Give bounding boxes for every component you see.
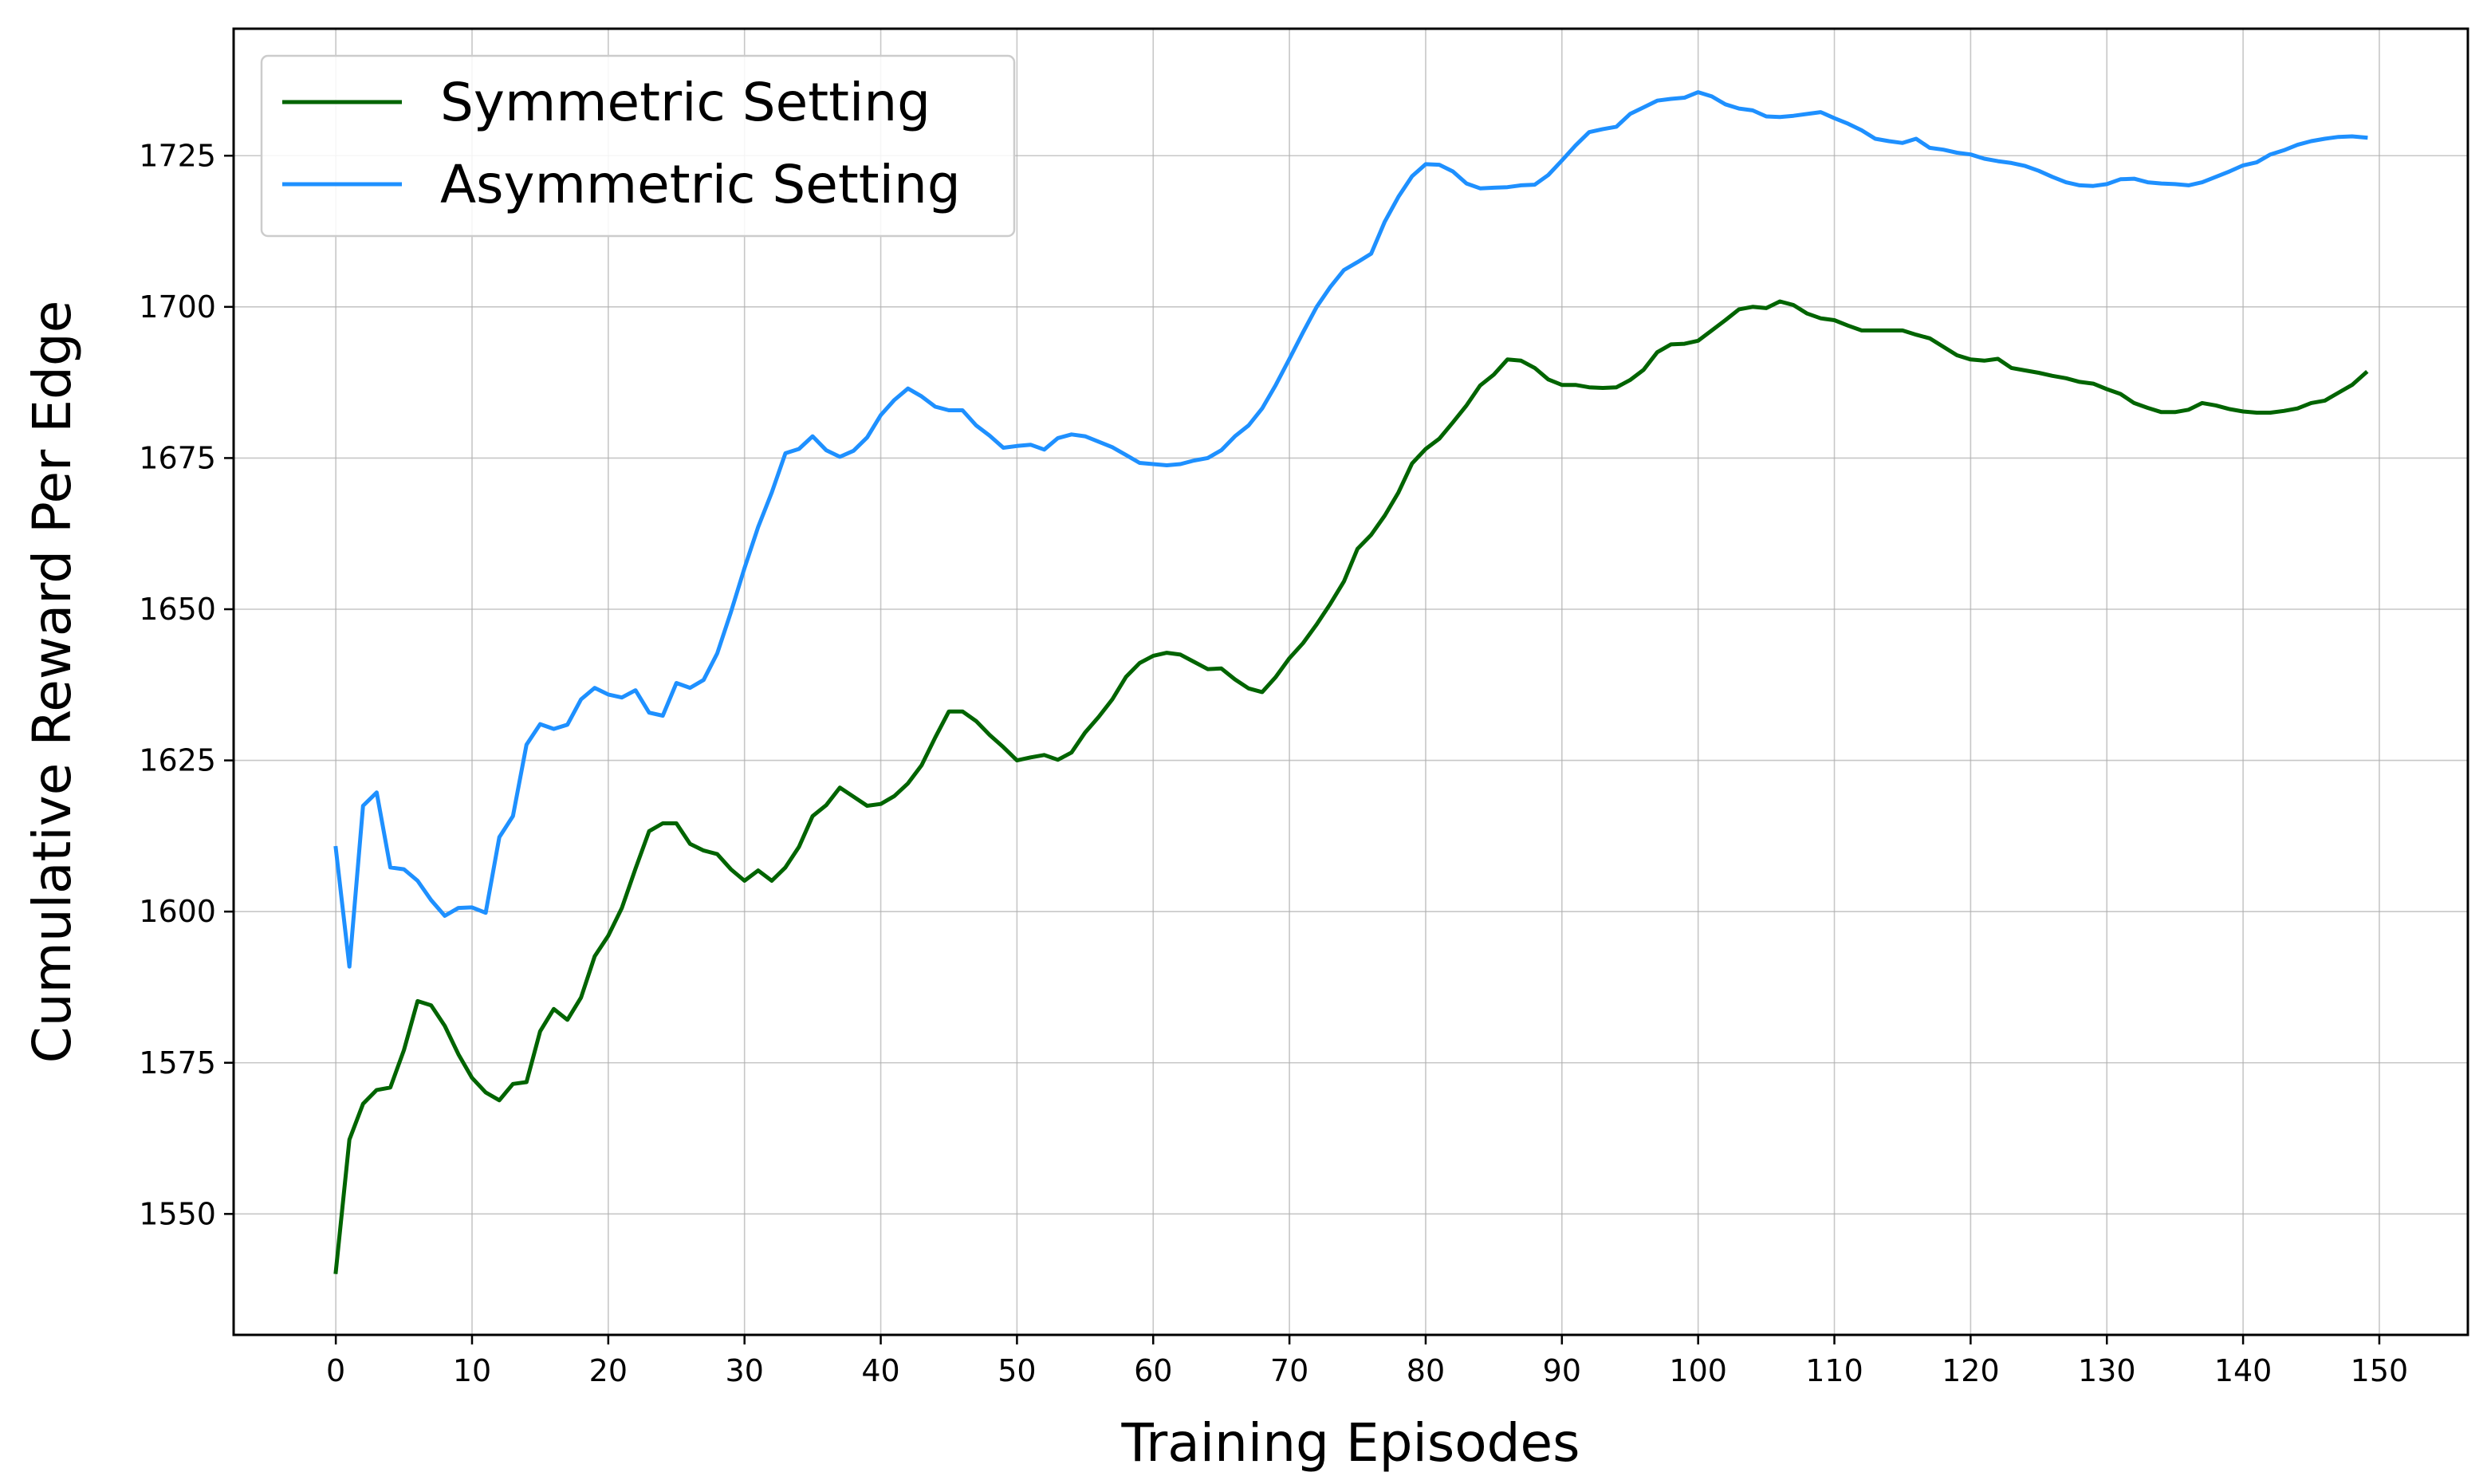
- legend-label-asymmetric: Asymmetric Setting: [440, 154, 961, 215]
- y-tick-label: 1650: [139, 592, 216, 627]
- legend-box: [260, 54, 1016, 238]
- y-tick-label: 1700: [139, 289, 216, 325]
- x-tick-label: 150: [2351, 1353, 2409, 1388]
- x-tick-label: 90: [1543, 1353, 1581, 1388]
- y-tick-label: 1600: [139, 894, 216, 929]
- y-tick-label: 1675: [139, 440, 216, 475]
- x-tick-label: 120: [1942, 1353, 2000, 1388]
- y-tick-label: 1625: [139, 743, 216, 778]
- x-tick-label: 40: [861, 1353, 899, 1388]
- plot-frame: [232, 27, 2469, 1336]
- series-line-symmetric: [333, 299, 2369, 1274]
- x-axis: 0 10 20 30 40 50 60 70 80 90 100 110 120 130 140 150: [326, 1335, 2408, 1388]
- gridlines: [234, 29, 2468, 1335]
- x-axis-label: Training Episodes: [1121, 1412, 1580, 1474]
- y-tick-label: 1725: [139, 138, 216, 173]
- x-tick-label: 30: [726, 1353, 764, 1388]
- legend-label-symmetric: Symmetric Setting: [440, 72, 931, 133]
- y-axis: 1550 1575 1600 1625 1650 1675 1700 1725: [139, 138, 234, 1231]
- x-tick-label: 80: [1407, 1353, 1445, 1388]
- x-tick-label: 110: [1805, 1353, 1863, 1388]
- data-lines: [333, 90, 2369, 1274]
- x-tick-label: 70: [1270, 1353, 1308, 1388]
- series-line-asymmetric: [333, 90, 2368, 969]
- y-tick-label: 1550: [139, 1196, 216, 1231]
- x-tick-label: 20: [589, 1353, 628, 1388]
- x-tick-label: 0: [326, 1353, 345, 1388]
- y-axis-label: Cumulative Reward Per Edge: [22, 301, 83, 1064]
- y-tick-label: 1575: [139, 1045, 216, 1081]
- x-tick-label: 60: [1134, 1353, 1172, 1388]
- x-tick-label: 130: [2078, 1353, 2136, 1388]
- x-tick-label: 10: [453, 1353, 491, 1388]
- x-tick-label: 100: [1669, 1353, 1727, 1388]
- x-tick-label: 50: [998, 1353, 1036, 1388]
- legend: Symmetric Setting Asymmetric Setting: [260, 54, 1016, 238]
- x-tick-label: 140: [2214, 1353, 2273, 1388]
